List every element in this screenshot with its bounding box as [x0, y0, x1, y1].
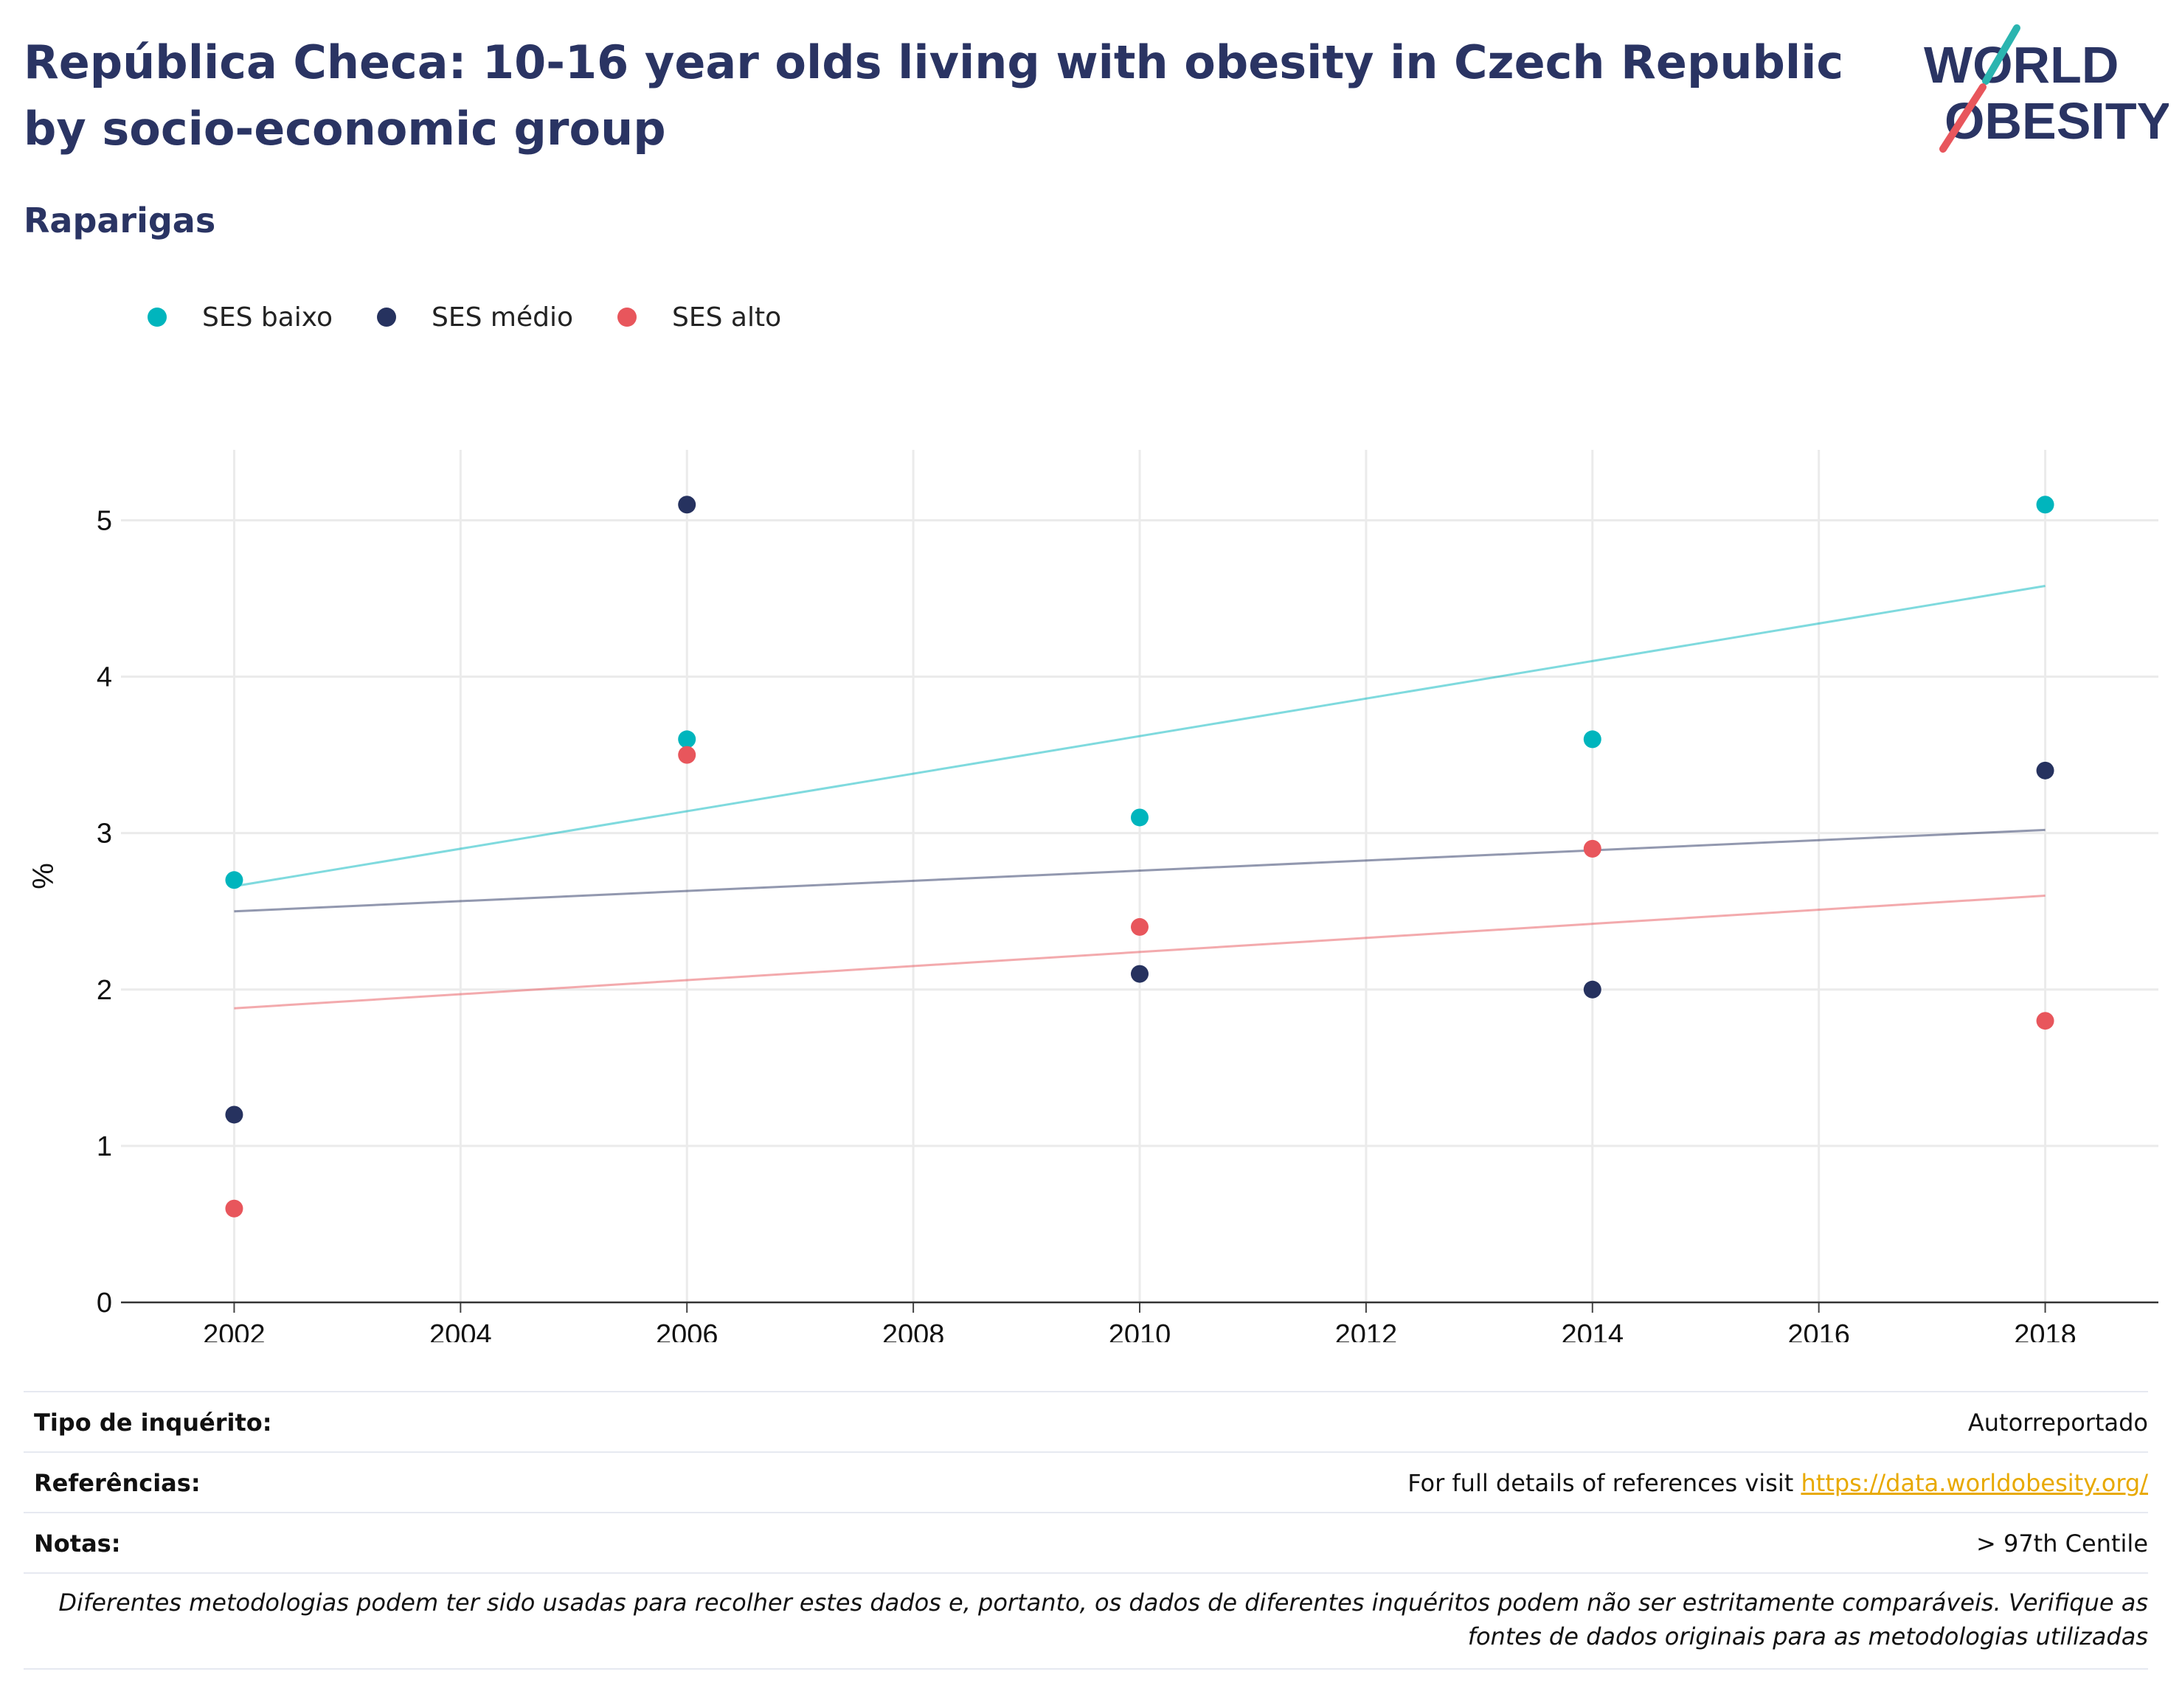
logo-text-world: WORLD	[1924, 36, 2119, 94]
chart-subtitle: Raparigas	[24, 201, 216, 240]
point-ses-low-2006	[678, 730, 696, 749]
logo-slash-teal	[1982, 24, 2020, 85]
y-tick-label-0: 0	[97, 1288, 112, 1319]
legend-marker-ses-low	[148, 308, 167, 327]
x-tick-label-2006: 2006	[656, 1319, 718, 1342]
legend-item-ses-low[interactable]: SES baixo	[148, 302, 333, 333]
chart-axes: 2002 2004 2006 2008 2010 2012 2014 2016 2018 0 1 2 3…	[27, 505, 2158, 1342]
point-ses-high-2018	[2036, 1012, 2054, 1030]
trend-lines	[234, 585, 2046, 1010]
survey-type-row: Tipo de inquérito: Autorreportado	[24, 1391, 2148, 1453]
x-tick-label-2012: 2012	[1335, 1319, 1398, 1342]
point-ses-low-2002	[225, 871, 243, 889]
x-tick-label-2014: 2014	[1562, 1319, 1624, 1342]
legend-item-ses-mid[interactable]: SES médio	[377, 302, 573, 333]
trend-line-ses-low	[234, 585, 2046, 888]
world-obesity-logo: WORLD OBESITY	[1924, 24, 2169, 153]
survey-type-label: Tipo de inquérito:	[34, 1409, 272, 1437]
references-text: For full details of references visit	[1407, 1469, 1801, 1497]
y-tick-label-5: 5	[97, 505, 112, 536]
chart-title: República Checa: 10-16 year olds living …	[24, 35, 1844, 156]
x-tick-label-2008: 2008	[882, 1319, 945, 1342]
y-tick-label-4: 4	[97, 662, 112, 693]
point-ses-high-2006	[678, 746, 696, 764]
methodology-disclaimer: Diferentes metodologias podem ter sido u…	[58, 1589, 2148, 1650]
point-ses-high-2014	[1583, 839, 1601, 858]
scatter-chart: 2002 2004 2006 2008 2010 2012 2014 2016 2018 0 1 2 3…	[27, 450, 2158, 1342]
point-ses-mid-2014	[1583, 980, 1601, 999]
disclaimer-divider	[24, 1572, 2148, 1574]
x-tick-label-2004: 2004	[429, 1319, 492, 1342]
point-ses-high-2010	[1131, 917, 1149, 936]
notes-label: Notas:	[34, 1530, 121, 1558]
point-ses-high-2002	[225, 1199, 243, 1218]
legend-marker-ses-mid	[377, 308, 397, 327]
logo-slash-red	[1939, 83, 1987, 153]
notes-row: Notas: > 97th Centile	[24, 1512, 2148, 1574]
references-value: For full details of references visit htt…	[1407, 1469, 2148, 1497]
point-ses-mid-2006	[678, 496, 696, 514]
chart-legend: SES baixo SES médio SES alto	[148, 295, 781, 339]
point-ses-low-2018	[2036, 496, 2054, 514]
x-tick-label-2002: 2002	[203, 1319, 266, 1342]
y-tick-label-3: 3	[97, 819, 112, 850]
legend-label-ses-low: SES baixo	[202, 302, 333, 333]
point-ses-low-2014	[1583, 730, 1601, 749]
legend-marker-ses-high	[617, 308, 637, 327]
point-ses-mid-2002	[225, 1105, 243, 1124]
legend-label-ses-high: SES alto	[672, 302, 782, 333]
bottom-divider	[24, 1668, 2148, 1670]
notes-value: > 97th Centile	[1975, 1530, 2148, 1558]
references-link[interactable]: https://data.worldobesity.org/	[1801, 1469, 2148, 1497]
logo-text-obesity: OBESITY	[1944, 92, 2169, 150]
references-row: Referências: For full details of referen…	[24, 1451, 2148, 1513]
chart-grid	[121, 450, 2158, 1302]
trend-line-ses-mid	[234, 828, 2046, 913]
y-tick-label-1: 1	[97, 1131, 112, 1162]
legend-item-ses-high[interactable]: SES alto	[617, 302, 781, 333]
survey-type-value: Autorreportado	[1967, 1409, 2148, 1437]
trend-line-ses-high	[234, 895, 2046, 1010]
data-points	[225, 496, 2054, 1218]
references-label: Referências:	[34, 1469, 201, 1497]
y-tick-label-2: 2	[97, 975, 112, 1006]
point-ses-mid-2018	[2036, 761, 2054, 780]
point-ses-mid-2010	[1131, 965, 1149, 983]
x-tick-label-2016: 2016	[1787, 1319, 1850, 1342]
legend-label-ses-mid: SES médio	[432, 302, 574, 333]
point-ses-low-2010	[1131, 808, 1149, 827]
y-axis-label: %	[27, 863, 60, 889]
x-tick-label-2018: 2018	[2014, 1319, 2077, 1342]
x-tick-label-2010: 2010	[1109, 1319, 1171, 1342]
